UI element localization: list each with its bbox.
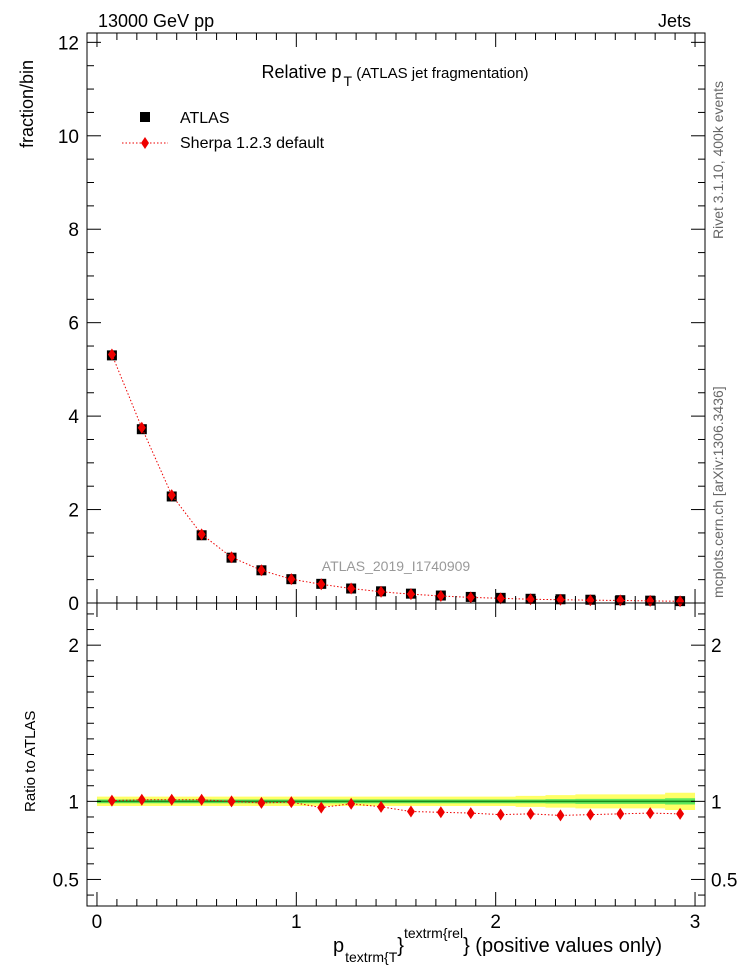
ratio-sherpa-point	[287, 796, 296, 809]
ratio-sherpa-point	[377, 800, 386, 813]
sherpa-data-point	[317, 578, 326, 591]
sherpa-data-point	[466, 591, 475, 604]
x-axis-label-main: p	[333, 935, 344, 957]
sherpa-data-point	[347, 582, 356, 595]
ratio-sherpa-point	[676, 807, 685, 820]
sherpa-data-point	[526, 593, 535, 606]
ratio-y-tick-label-right: 1	[711, 792, 722, 813]
x-tick-label: 2	[490, 912, 501, 933]
ratio-sherpa-point	[466, 807, 475, 820]
main-title-subscript: T	[344, 73, 353, 89]
sherpa-data-point	[137, 421, 146, 434]
sherpa-data-point	[227, 551, 236, 564]
ratio-sherpa-point	[406, 805, 415, 818]
header-left-label: 13000 GeV pp	[98, 11, 214, 31]
sherpa-line	[111, 354, 681, 602]
main-y-tick-label: 4	[68, 407, 79, 428]
sherpa-data-point	[646, 594, 655, 607]
ratio-frame	[86, 602, 706, 907]
ratio-y-tick-label-left: 1	[68, 792, 79, 813]
ratio-data-layer	[96, 792, 696, 822]
main-y-tick-label: 0	[68, 594, 79, 615]
ratio-y-tick-label-right: 2	[711, 636, 722, 657]
ratio-y-axis-label: Ratio to ATLAS	[22, 711, 39, 812]
main-y-tick-label: 2	[68, 501, 79, 522]
ratio-sherpa-point	[227, 795, 236, 808]
x-axis-label-subscript: textrm{T	[345, 949, 398, 965]
ratio-y-tick-label-left: 2	[68, 636, 79, 657]
sherpa-data-point	[406, 588, 415, 601]
ratio-sherpa-point	[317, 801, 326, 814]
watermark-analysis-id: ATLAS_2019_I1740909	[322, 558, 471, 574]
ratio-sherpa-point	[167, 793, 176, 806]
main-data-layer	[106, 348, 686, 608]
legend: ATLAS Sherpa 1.2.3 default	[122, 110, 325, 152]
ratio-axis-ticks: 0 1 2 3 0.5 0.5 1 1 2 2	[53, 603, 737, 933]
sherpa-data-point	[676, 595, 685, 608]
sherpa-data-point	[287, 573, 296, 586]
ratio-sherpa-point	[137, 793, 146, 806]
legend-label-atlas: ATLAS	[180, 110, 230, 127]
sherpa-data-point	[197, 528, 206, 541]
sherpa-data-point	[436, 589, 445, 602]
ratio-sherpa-point	[526, 807, 535, 820]
x-tick-label: 0	[92, 912, 103, 933]
ratio-sherpa-line	[111, 799, 681, 816]
main-y-tick-label: 6	[68, 314, 79, 335]
rivet-version-label: Rivet 3.1.10, 400k events	[710, 81, 726, 239]
x-tick-label: 1	[291, 912, 302, 933]
ratio-sherpa-point	[616, 807, 625, 820]
sherpa-data-point	[167, 489, 176, 502]
main-title-rest: (ATLAS jet fragmentation)	[352, 65, 528, 82]
main-y-axis-label: fraction/bin	[17, 60, 37, 148]
legend-marker-atlas	[140, 112, 150, 122]
ratio-sherpa-point	[347, 797, 356, 810]
header-right-label: Jets	[658, 11, 691, 31]
ratio-y-tick-label-right: 0.5	[711, 870, 737, 891]
ratio-panel: 0 1 2 3 0.5 0.5 1 1 2 2 Ratio to ATLAS ptextrm{T}…	[22, 602, 737, 965]
ratio-sherpa-point	[586, 808, 595, 821]
main-y-tick-label: 12	[58, 33, 79, 54]
ratio-sherpa-point	[496, 808, 505, 821]
mcplots-label: mcplots.cern.ch [arXiv:1306.3436]	[710, 386, 726, 598]
sherpa-data-point	[257, 564, 266, 577]
ratio-sherpa-point	[107, 794, 116, 807]
ratio-sherpa-point	[197, 793, 206, 806]
x-tick-label: 3	[690, 912, 701, 933]
legend-marker-sherpa	[141, 137, 149, 149]
main-y-tick-label: 8	[68, 220, 79, 241]
x-axis-label: ptextrm{T}textrm{rel} (positive values o…	[333, 925, 662, 965]
sherpa-data-point	[107, 348, 116, 361]
ratio-sherpa-point	[646, 807, 655, 820]
ratio-sherpa-point	[436, 806, 445, 819]
ratio-sherpa-point	[556, 809, 565, 822]
sherpa-data-point	[377, 585, 386, 598]
x-axis-label-brace: }	[397, 935, 404, 957]
x-axis-label-rest: } (positive values only)	[463, 935, 662, 957]
main-axis-ticks: 0 2 4 6 8 10 12	[58, 33, 705, 615]
main-y-tick-label: 10	[58, 127, 79, 148]
main-title-text: Relative p	[261, 62, 341, 82]
ratio-y-tick-label-left: 0.5	[53, 870, 79, 891]
ratio-sherpa-point	[257, 796, 266, 809]
x-axis-label-superscript: textrm{rel	[404, 925, 463, 941]
legend-label-sherpa: Sherpa 1.2.3 default	[180, 135, 325, 152]
sherpa-data-point	[496, 592, 505, 605]
